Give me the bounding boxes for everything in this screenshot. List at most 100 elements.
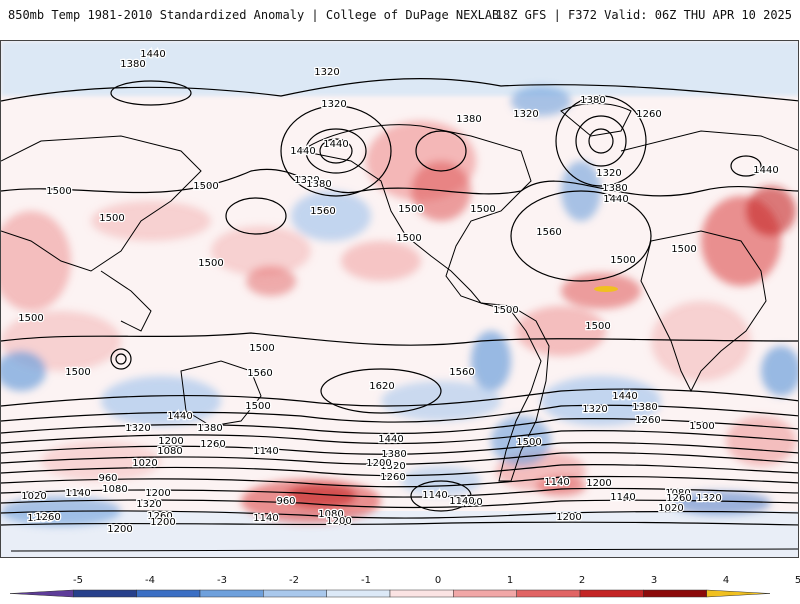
colorbar-tick-label: -2 — [289, 575, 299, 586]
contour-label: 1500 — [193, 181, 218, 192]
contour-label: 1500 — [198, 258, 223, 269]
contour-label: 1260 — [147, 511, 172, 522]
colorbar-tick-label: -3 — [217, 575, 227, 586]
contour-label: 1080 — [457, 497, 482, 508]
contour-label: 1500 — [249, 343, 274, 354]
height-contours — [1, 77, 798, 526]
contour-label: 1560 — [247, 368, 272, 379]
colorbar-segment — [199, 589, 264, 598]
colorbar-segment — [9, 589, 74, 598]
contour-label: 1380 — [580, 95, 605, 106]
contour-label: 1500 — [396, 233, 421, 244]
contour-label: 1260 — [635, 415, 660, 426]
contour-label: 1380 — [306, 179, 331, 190]
colorbar-segment — [389, 589, 454, 598]
model-run-info: 18Z GFS | F372 Valid: 06Z THU APR 10 202… — [495, 8, 792, 22]
contour-label: 1320 — [125, 423, 150, 434]
colorbar-tick-label: 2 — [579, 575, 585, 586]
map-title: 850mb Temp 1981-2010 Standardized Anomal… — [8, 8, 500, 22]
contour-label: 1500 — [18, 313, 43, 324]
contour-label: 1440 — [753, 165, 778, 176]
contour-label: 1500 — [516, 437, 541, 448]
contour-label: 1320 — [696, 493, 721, 504]
contour-label: 1620 — [369, 381, 394, 392]
contour-label: 1320 — [513, 109, 538, 120]
colorbar-segment — [706, 589, 771, 598]
colorbar-tick-label: 4 — [723, 575, 729, 586]
contour-label: 1380 — [632, 402, 657, 413]
contour-label: 1260 — [666, 493, 691, 504]
contour-label: 1380 — [456, 114, 481, 125]
contour-label: 1500 — [46, 186, 71, 197]
contour-label: 1200 — [326, 516, 351, 527]
contour-label: 1560 — [536, 227, 561, 238]
coastlines — [1, 103, 798, 552]
contour-label: 1500 — [493, 305, 518, 316]
contour-label: 1440 — [323, 139, 348, 150]
contour-label: 1500 — [470, 204, 495, 215]
contour-label: 1200 — [145, 488, 170, 499]
contour-label: 1140 — [422, 490, 447, 501]
contour-label: 1080 — [665, 488, 690, 499]
contour-label: 1320 — [314, 67, 339, 78]
contour-label: 1260 — [636, 109, 661, 120]
contour-label: 1020 — [21, 491, 46, 502]
colorbar-ticks: -5 -4 -3 -2 -1 0 1 2 3 4 5 — [73, 575, 800, 586]
contour-label: 1500 — [585, 321, 610, 332]
contour-label: 1260 — [35, 512, 60, 523]
contour-label: 1500 — [398, 204, 423, 215]
colorbar-segment — [326, 589, 391, 598]
contour-label: 1140 — [449, 496, 474, 507]
contour-label: 1500 — [689, 421, 714, 432]
contour-label: 1140 — [65, 488, 90, 499]
colorbar-tick-label: -1 — [361, 575, 371, 586]
contour-label: 1080 — [102, 484, 127, 495]
contour-label: 1440 — [603, 194, 628, 205]
contour-label: 1500 — [65, 367, 90, 378]
contour-label: 1560 — [310, 206, 335, 217]
contour-label: 1200 — [366, 458, 391, 469]
colorbar-tick-label: 5 — [795, 575, 800, 586]
contour-label: 1500 — [99, 213, 124, 224]
contour-label: 1140 — [253, 446, 278, 457]
contour-label: 1140 — [544, 477, 569, 488]
colorbar-segment — [579, 589, 644, 598]
contour-label: 1200 — [150, 517, 175, 528]
colorbar-tick-label: -4 — [145, 575, 155, 586]
extreme-anomaly-patch — [594, 286, 618, 292]
contour-label: 1260 — [380, 472, 405, 483]
colorbar-segment — [73, 589, 137, 598]
contour-label: 1500 — [610, 255, 635, 266]
colorbar-tick-label: 0 — [435, 575, 441, 586]
contour-label: 1380 — [602, 183, 627, 194]
colorbar-tick-label: 3 — [651, 575, 657, 586]
contour-label: 1440 — [290, 146, 315, 157]
anomaly-shading — [1, 86, 798, 526]
contour-label: 1080 — [157, 446, 182, 457]
contour-label: 1200 — [556, 512, 581, 523]
contour-label: 1140 — [610, 492, 635, 503]
colorbar-tick-label: 1 — [507, 575, 513, 586]
contour-label: 1440 — [167, 411, 192, 422]
contour-label: 1440 — [378, 434, 403, 445]
contour-label: 1200 — [158, 436, 183, 447]
contour-label: 1200 — [107, 524, 132, 535]
contour-label: 1260 — [200, 439, 225, 450]
contour-label: 1380 — [120, 59, 145, 70]
contour-label: 1320 — [582, 404, 607, 415]
contour-label: 1320 — [294, 175, 319, 186]
colorbar-tick-label: -5 — [73, 575, 83, 586]
contour-label: 1500 — [245, 401, 270, 412]
contour-label: 1200 — [27, 513, 52, 524]
contour-label: 1140 — [253, 513, 278, 524]
contour-label: 960 — [98, 473, 117, 484]
contour-label: 1020 — [132, 458, 157, 469]
colorbar-canvas: -5 -4 -3 -2 -1 0 1 2 3 4 5 — [9, 575, 800, 598]
contour-label: 1440 — [612, 391, 637, 402]
contour-label: 1320 — [321, 99, 346, 110]
contour-label: 1440 — [140, 49, 165, 60]
contour-label: 1500 — [671, 244, 696, 255]
world-map: 1440 1380 1320 1320 1320 1380 1440 1440 1380 1320… — [0, 40, 799, 558]
